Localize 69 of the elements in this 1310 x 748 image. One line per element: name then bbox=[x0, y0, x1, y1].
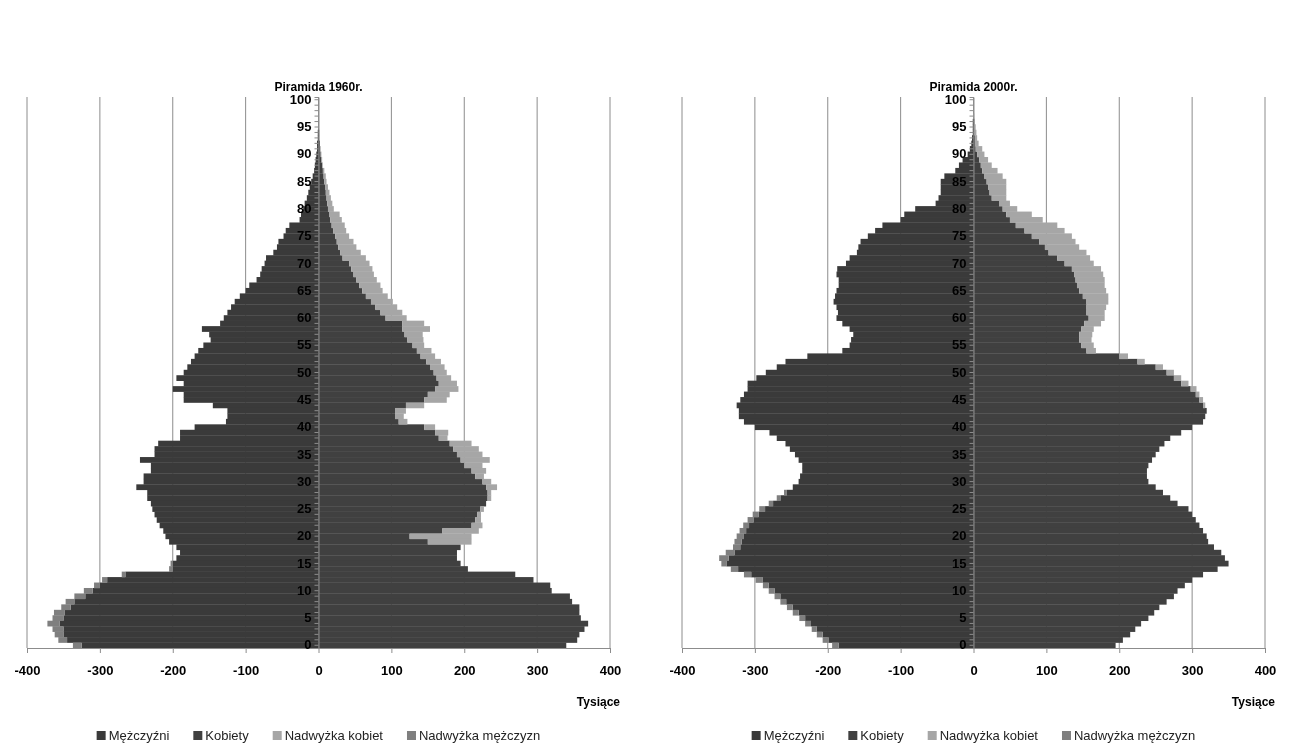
y-tick-label: 25 bbox=[952, 501, 967, 517]
y-tick-label: 70 bbox=[297, 255, 312, 271]
x-tick-label: 0 bbox=[315, 663, 323, 679]
y-tick-label: 30 bbox=[952, 473, 967, 489]
x-tick-label: 200 bbox=[453, 663, 476, 679]
legend-label: Mężczyźni bbox=[763, 728, 825, 743]
y-tick-label: 90 bbox=[952, 146, 967, 162]
x-tick-label: 0 bbox=[970, 663, 978, 679]
y-tick-label: 5 bbox=[304, 610, 312, 626]
x-tick-label: -300 bbox=[742, 663, 769, 679]
y-tick-label: 45 bbox=[297, 391, 312, 407]
x-tick-label: -100 bbox=[888, 663, 915, 679]
legend-label: Nadwyżka kobiet bbox=[284, 728, 384, 743]
y-tick-label: 40 bbox=[952, 419, 967, 435]
legend-label: Nadwyżka mężczyzn bbox=[418, 728, 541, 743]
x-tick-label: 400 bbox=[1254, 663, 1277, 679]
y-tick-label: 10 bbox=[952, 582, 967, 598]
x-tick-label: 100 bbox=[1036, 663, 1058, 679]
y-tick-label: 75 bbox=[952, 228, 967, 244]
y-tick-label: 95 bbox=[952, 119, 967, 135]
x-tick-label: -400 bbox=[14, 663, 41, 679]
legend-label: Nadwyżka mężczyzn bbox=[1073, 728, 1196, 743]
y-tick-label: 55 bbox=[952, 337, 967, 353]
y-tick-label: 50 bbox=[952, 364, 967, 380]
y-tick-label: 85 bbox=[952, 173, 967, 189]
y-tick-label: 65 bbox=[952, 282, 967, 298]
y-tick-label: 35 bbox=[952, 446, 967, 462]
x-tick-label: 300 bbox=[1181, 663, 1204, 679]
x-tick-label: 100 bbox=[381, 663, 403, 679]
y-tick-label: 80 bbox=[952, 201, 967, 216]
y-tick-label: 100 bbox=[289, 91, 312, 107]
x-tick-label: 300 bbox=[526, 663, 549, 679]
y-tick-label: 15 bbox=[952, 555, 967, 571]
y-tick-label: 75 bbox=[297, 228, 312, 244]
y-tick-label: 65 bbox=[297, 282, 312, 298]
x-tick-label: -100 bbox=[233, 663, 260, 679]
legend-label: Mężczyźni bbox=[108, 728, 170, 743]
y-tick-label: 10 bbox=[297, 582, 312, 598]
y-tick-label: 55 bbox=[297, 337, 312, 353]
x-axis-title: Tysiące bbox=[1231, 695, 1276, 709]
y-tick-label: 45 bbox=[952, 391, 967, 407]
legend-label: Nadwyżka kobiet bbox=[939, 728, 1039, 743]
y-tick-label: 85 bbox=[297, 173, 312, 189]
x-tick-label: -200 bbox=[160, 663, 187, 679]
legend-label: Kobiety bbox=[205, 728, 250, 743]
y-tick-label: 30 bbox=[297, 473, 312, 489]
chart-title: Piramida 2000r. bbox=[929, 80, 1018, 94]
y-tick-label: 95 bbox=[297, 119, 312, 135]
x-axis-title: Tysiące bbox=[576, 695, 621, 709]
y-tick-label: 15 bbox=[297, 555, 312, 571]
y-tick-label: 5 bbox=[959, 610, 967, 626]
y-tick-label: 20 bbox=[952, 528, 967, 544]
y-tick-label: 25 bbox=[297, 501, 312, 517]
y-tick-label: 60 bbox=[297, 310, 312, 326]
y-tick-label: 20 bbox=[297, 528, 312, 544]
legend-label: Kobiety bbox=[860, 728, 905, 743]
y-tick-label: 35 bbox=[297, 446, 312, 462]
y-tick-label: 70 bbox=[952, 255, 967, 271]
y-tick-label: 90 bbox=[297, 146, 312, 162]
y-tick-label: 40 bbox=[297, 419, 312, 435]
y-tick-label: 60 bbox=[952, 310, 967, 326]
x-tick-label: -300 bbox=[87, 663, 114, 679]
y-tick-label: 100 bbox=[944, 91, 967, 107]
x-tick-label: -400 bbox=[669, 663, 696, 679]
y-tick-label: 50 bbox=[297, 364, 312, 380]
x-tick-label: 200 bbox=[1108, 663, 1131, 679]
chart-title: Piramida 1960r. bbox=[274, 80, 363, 94]
x-tick-label: -200 bbox=[815, 663, 842, 679]
x-tick-label: 400 bbox=[599, 663, 622, 679]
